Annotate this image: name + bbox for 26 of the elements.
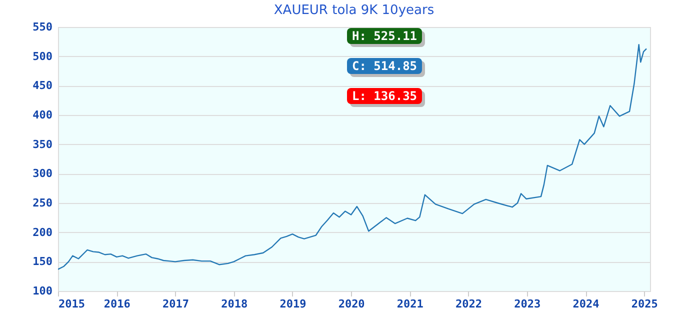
line-series [58,44,648,270]
x-tick-label: 2023 [514,298,541,310]
y-tick-label: 100 [32,284,52,298]
x-tick-label: 2019 [280,298,306,310]
annotation: H: 525.11 [347,28,422,44]
x-tick-label: 2015 [58,298,85,310]
x-tick-label: 2021 [396,298,424,310]
y-tick-label: 400 [32,108,52,122]
y-tick-label: 200 [32,226,52,239]
y-tick-label: 250 [32,196,52,210]
x-tick-label: 2020 [338,298,365,310]
y-tick-label: 450 [32,79,52,92]
y-tick-label: 350 [32,138,52,151]
chart-title: XAUEUR tola 9K 10years [274,3,434,18]
annotation: C: 514.85 [347,58,422,74]
annotation: L: 136.35 [347,88,422,104]
y-tick-label: 300 [32,167,52,180]
x-tick-label: 2018 [221,298,248,310]
y-tick-label: 500 [32,50,52,63]
x-tick-label: 2025 [631,298,658,310]
x-tick-label: 2024 [572,298,600,310]
x-tick-label: 2017 [162,298,189,310]
x-tick-label: 2016 [104,298,131,310]
y-tick-label: 150 [32,255,52,268]
x-tick-label: 2022 [456,298,482,310]
y-tick-label: 550 [32,20,52,34]
